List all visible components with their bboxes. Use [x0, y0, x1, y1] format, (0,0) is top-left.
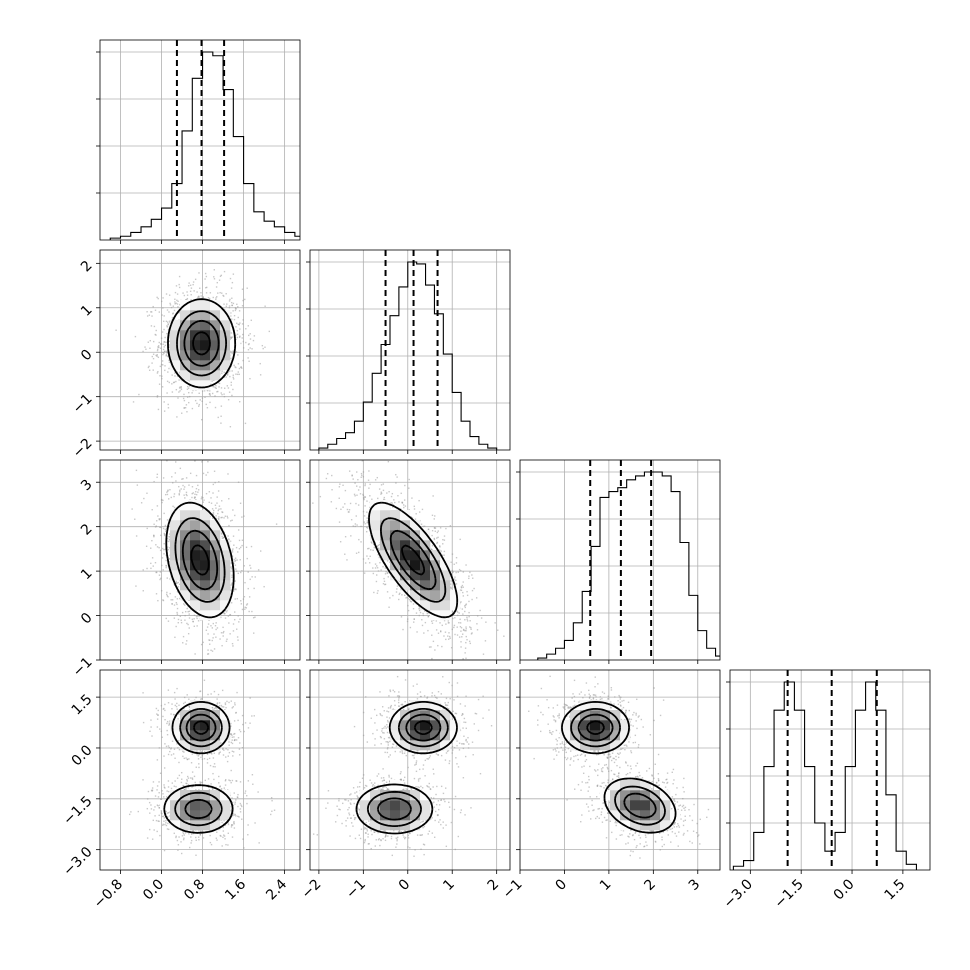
x-tick-label: −0.8	[91, 876, 126, 911]
scatter-panel-0-3: −0.8 0.0 0.8 1.6 2.4 −3.0 −1.5 0.0 1.5	[60, 669, 301, 912]
histogram-2	[537, 471, 720, 660]
axes-frame	[729, 669, 931, 871]
scatter-panel-2-3: −1 0 1 2 3	[500, 669, 721, 902]
x-tick-label: −1.5	[771, 876, 806, 911]
x-tick-label: −1	[343, 876, 369, 902]
x-tick-label: 1	[440, 876, 458, 894]
x-tick-label: −3.0	[721, 876, 756, 911]
y-tick-label: −3.0	[60, 844, 95, 879]
contour-level-2	[389, 529, 437, 591]
x-tick-label: 1.6	[222, 876, 249, 903]
scatter-points	[528, 675, 710, 859]
contour-level-3	[401, 544, 425, 576]
scatter-panel-0-2: −1 0 1 2 3	[70, 459, 301, 680]
y-tick-label: 1.5	[69, 691, 96, 718]
x-tick-label: 0.0	[140, 876, 167, 903]
contour-level-2	[577, 713, 657, 819]
contour-level-1	[570, 708, 666, 826]
contour-level-0	[368, 501, 459, 619]
contour-level-0	[163, 701, 234, 834]
contour-level-3	[192, 331, 211, 356]
x-tick-label: 0.8	[181, 876, 208, 903]
contour-level-1	[174, 517, 226, 603]
x-tick-label: 0	[552, 876, 570, 894]
contour-level-0	[561, 701, 677, 834]
axes-frame	[519, 459, 721, 661]
axes-frame	[99, 249, 301, 451]
y-tick-label: 0.0	[69, 742, 96, 769]
x-tick-label: 0.0	[831, 876, 858, 903]
histogram-1	[318, 261, 498, 450]
y-tick-label: 2	[78, 521, 96, 539]
y-tick-label: −1	[70, 391, 96, 417]
x-tick-label: 2.4	[263, 876, 290, 903]
axes-frame	[99, 39, 301, 241]
contour-level-2	[184, 713, 217, 820]
y-tick-label: −1	[70, 654, 96, 680]
scatter-panel-1-3: −2 −1 0 1 2	[299, 669, 511, 902]
x-tick-label: −1	[500, 876, 526, 902]
hist-panel-0	[96, 39, 301, 244]
axes-frame	[309, 669, 511, 871]
axes-frame	[99, 669, 301, 871]
contour-level-3	[413, 720, 433, 735]
x-tick-label: −2	[299, 876, 325, 902]
contour-level-0	[167, 298, 237, 389]
histogram-0	[109, 51, 300, 240]
hist-panel-1	[306, 249, 511, 454]
contour-level-1	[176, 310, 227, 377]
y-tick-label: 1	[78, 565, 96, 583]
y-tick-label: −2	[70, 435, 96, 461]
x-tick-label: 0	[396, 876, 414, 894]
histogram-3	[732, 681, 917, 870]
x-tick-label: 1.5	[881, 876, 908, 903]
scatter-panel-1-2	[306, 459, 511, 664]
y-tick-label: 1	[78, 302, 96, 320]
contour-level-3	[586, 720, 605, 735]
x-tick-label: 2	[641, 876, 659, 894]
axes-frame	[309, 459, 511, 661]
y-tick-label: 2	[78, 258, 96, 276]
contour-level-3	[193, 720, 210, 735]
y-tick-label: 0	[78, 610, 96, 628]
contour-level-0	[355, 701, 458, 835]
density-shading	[360, 700, 461, 831]
y-tick-label: −1.5	[60, 793, 95, 828]
hist-panel-2	[516, 459, 721, 664]
contour-level-3	[190, 544, 210, 576]
contour-level-1	[174, 708, 223, 827]
x-tick-label: 1	[597, 876, 615, 894]
axes-frame	[519, 669, 721, 871]
hist-panel-3: −3.0 −1.5 0.0 1.5	[721, 669, 931, 912]
axes-frame	[99, 459, 301, 661]
contour-level-1	[366, 708, 449, 827]
contour-level-0	[165, 501, 235, 619]
contour-level-2	[376, 713, 442, 821]
x-tick-label: 3	[686, 876, 704, 894]
y-tick-label: 3	[78, 477, 96, 495]
contour-level-2	[181, 529, 219, 591]
contour-level-2	[183, 319, 220, 367]
scatter-panel-0-1: −2 −1 0 1 2	[70, 249, 301, 461]
y-tick-label: 0	[78, 347, 96, 365]
axes-frame	[309, 249, 511, 451]
contour-level-1	[380, 517, 447, 603]
